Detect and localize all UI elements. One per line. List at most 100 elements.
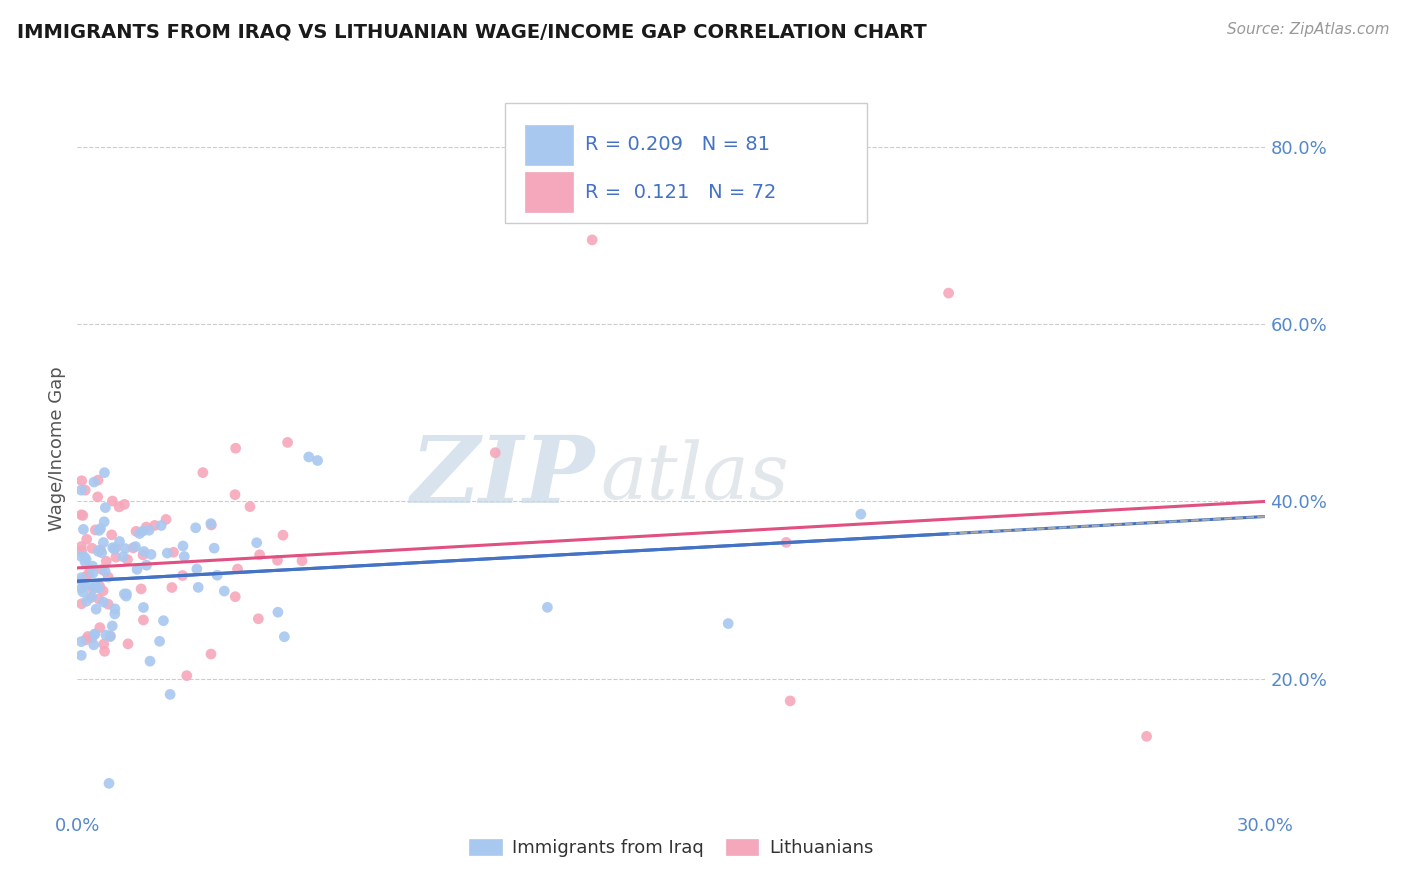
Point bbox=[132, 613, 155, 627]
Point bbox=[226, 562, 249, 576]
Point bbox=[139, 548, 162, 562]
Y-axis label: Wage/Income Gap: Wage/Income Gap bbox=[48, 366, 66, 531]
Point bbox=[184, 521, 207, 535]
Legend: Immigrants from Iraq, Lithuanians: Immigrants from Iraq, Lithuanians bbox=[463, 831, 880, 864]
Point bbox=[108, 500, 131, 514]
Point bbox=[70, 540, 93, 554]
Point bbox=[150, 518, 173, 533]
Point bbox=[135, 558, 157, 573]
Point bbox=[70, 597, 93, 611]
Point bbox=[77, 566, 100, 581]
Point bbox=[70, 483, 93, 498]
Point bbox=[125, 524, 148, 539]
Point bbox=[72, 508, 94, 523]
Point bbox=[87, 524, 110, 538]
Point bbox=[70, 634, 93, 648]
Point bbox=[114, 497, 136, 511]
Point bbox=[97, 597, 120, 611]
Point bbox=[108, 534, 131, 549]
Point bbox=[98, 776, 121, 790]
Point bbox=[277, 435, 299, 450]
Point bbox=[249, 548, 271, 562]
Point bbox=[72, 522, 94, 536]
Point bbox=[114, 541, 136, 556]
Point bbox=[83, 475, 105, 489]
Point bbox=[143, 518, 166, 533]
Point bbox=[87, 581, 110, 595]
Point bbox=[266, 553, 288, 567]
Point bbox=[93, 637, 115, 651]
Point bbox=[112, 549, 135, 564]
Point bbox=[128, 526, 150, 541]
Point bbox=[779, 694, 801, 708]
Point bbox=[89, 579, 111, 593]
Point bbox=[84, 523, 107, 537]
Point bbox=[162, 545, 184, 559]
Text: R =  0.121   N = 72: R = 0.121 N = 72 bbox=[585, 183, 776, 202]
Point bbox=[80, 541, 103, 556]
Point bbox=[124, 540, 146, 554]
Point bbox=[101, 541, 124, 555]
Point bbox=[82, 566, 104, 580]
Point bbox=[84, 580, 107, 594]
Point bbox=[484, 446, 506, 460]
Point bbox=[1136, 730, 1159, 744]
Point bbox=[214, 584, 236, 599]
Point bbox=[94, 628, 117, 642]
Point bbox=[112, 587, 135, 601]
Point bbox=[87, 544, 110, 558]
Point bbox=[205, 568, 228, 582]
Point bbox=[307, 453, 329, 467]
Point bbox=[94, 564, 117, 578]
Point bbox=[93, 515, 115, 529]
Text: IMMIGRANTS FROM IRAQ VS LITHUANIAN WAGE/INCOME GAP CORRELATION CHART: IMMIGRANTS FROM IRAQ VS LITHUANIAN WAGE/… bbox=[17, 22, 927, 41]
Point bbox=[75, 632, 97, 647]
Point bbox=[73, 577, 96, 591]
Point bbox=[200, 516, 222, 531]
Point bbox=[122, 541, 145, 555]
Point bbox=[200, 518, 222, 533]
Point bbox=[291, 554, 314, 568]
Point bbox=[89, 542, 111, 557]
Point bbox=[104, 550, 127, 565]
Point bbox=[117, 552, 139, 566]
Point bbox=[89, 522, 111, 536]
Point bbox=[76, 630, 98, 644]
Point bbox=[200, 647, 222, 661]
Point bbox=[224, 590, 246, 604]
Point bbox=[849, 507, 872, 521]
Point bbox=[775, 535, 797, 549]
Point bbox=[191, 466, 214, 480]
Point bbox=[247, 612, 270, 626]
Point bbox=[70, 571, 93, 585]
Point bbox=[536, 600, 558, 615]
Point bbox=[70, 508, 93, 522]
Point bbox=[86, 490, 108, 504]
Point bbox=[76, 594, 98, 608]
Point bbox=[70, 543, 93, 558]
Point bbox=[93, 595, 115, 609]
FancyBboxPatch shape bbox=[526, 125, 572, 165]
Point bbox=[103, 542, 125, 557]
Point bbox=[73, 549, 96, 564]
Point bbox=[100, 528, 122, 542]
Point bbox=[98, 629, 121, 643]
Point bbox=[172, 539, 194, 553]
Point bbox=[87, 473, 110, 487]
Point bbox=[125, 562, 148, 576]
Point bbox=[101, 619, 124, 633]
Point bbox=[96, 554, 118, 568]
Point bbox=[139, 654, 162, 668]
Point bbox=[70, 474, 93, 488]
Point bbox=[75, 555, 97, 569]
Point bbox=[90, 562, 112, 576]
Point bbox=[76, 569, 98, 583]
Point bbox=[72, 585, 94, 599]
Text: atlas: atlas bbox=[600, 439, 789, 516]
Point bbox=[98, 630, 121, 644]
Point bbox=[97, 570, 120, 584]
Point bbox=[225, 441, 247, 455]
Point bbox=[135, 520, 157, 534]
Point bbox=[273, 630, 295, 644]
Point bbox=[84, 627, 107, 641]
